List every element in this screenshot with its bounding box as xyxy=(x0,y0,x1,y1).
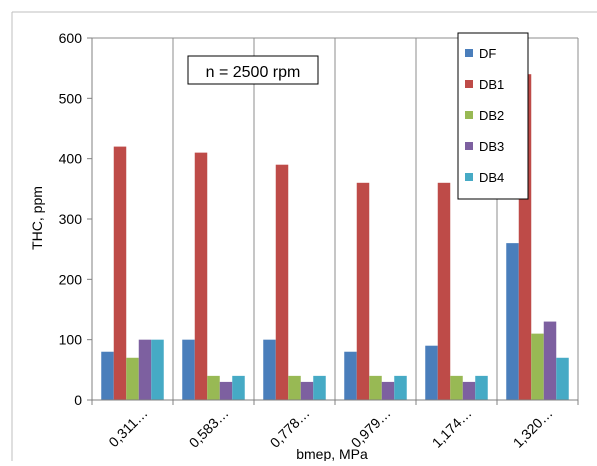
y-tick-label: 200 xyxy=(59,271,83,287)
bar-db4-1 xyxy=(151,339,164,400)
legend-swatch-db3 xyxy=(465,142,473,150)
bar-db4-2 xyxy=(232,375,245,400)
y-tick-label: 0 xyxy=(74,392,82,408)
y-tick-label: 100 xyxy=(59,332,83,348)
bar-db2-1 xyxy=(126,357,139,400)
bar-db3-2 xyxy=(219,381,233,400)
legend: DF DB1 DB2 DB3 DB4 xyxy=(457,32,529,200)
legend-swatch-db2 xyxy=(465,111,473,119)
x-axis-label: bmep, MPa xyxy=(296,446,368,461)
bar-df-2 xyxy=(182,339,195,400)
bar-df-5 xyxy=(425,345,438,400)
y-tick-label: 300 xyxy=(59,211,83,227)
legend-swatch-db1 xyxy=(465,80,473,88)
legend-label-db1: DB1 xyxy=(479,77,504,92)
bar-df-3 xyxy=(263,339,276,400)
bar-db3-6 xyxy=(543,321,557,400)
bar-db3-4 xyxy=(381,381,395,400)
bar-db1-4 xyxy=(356,182,370,400)
legend-label-db3: DB3 xyxy=(479,139,504,154)
bar-db3-3 xyxy=(300,381,314,400)
bar-db2-6 xyxy=(531,333,544,400)
y-tick-label: 500 xyxy=(59,90,83,106)
bar-db3-5 xyxy=(462,381,476,400)
bar-df-1 xyxy=(101,351,114,400)
y-tick-label: 400 xyxy=(59,151,83,167)
legend-label-db2: DB2 xyxy=(479,108,504,123)
bar-df-6 xyxy=(506,243,519,400)
bar-db4-5 xyxy=(475,375,488,400)
bar-db3-1 xyxy=(138,339,152,400)
legend-label-db4: DB4 xyxy=(479,170,504,185)
annotation-text: n = 2500 rpm xyxy=(206,64,301,81)
bar-db1-3 xyxy=(275,164,289,400)
bar-db2-5 xyxy=(450,375,463,400)
legend-label-df: DF xyxy=(479,46,496,61)
bar-db4-3 xyxy=(313,375,326,400)
bar-db4-4 xyxy=(394,375,407,400)
bar-db4-6 xyxy=(556,357,569,400)
bar-db1-1 xyxy=(113,146,127,400)
bar-df-4 xyxy=(344,351,357,400)
bar-db2-2 xyxy=(207,375,220,400)
bar-db2-3 xyxy=(288,375,301,400)
legend-swatch-df xyxy=(465,49,473,57)
bar-db1-5 xyxy=(437,182,451,400)
annotation-box: n = 2500 rpm xyxy=(187,55,319,85)
bar-db1-2 xyxy=(194,152,208,400)
y-tick-label: 600 xyxy=(59,30,83,46)
legend-swatch-db4 xyxy=(465,173,473,181)
y-axis-label: THC, ppm xyxy=(29,186,45,250)
bars xyxy=(101,74,569,400)
bar-db2-4 xyxy=(369,375,382,400)
